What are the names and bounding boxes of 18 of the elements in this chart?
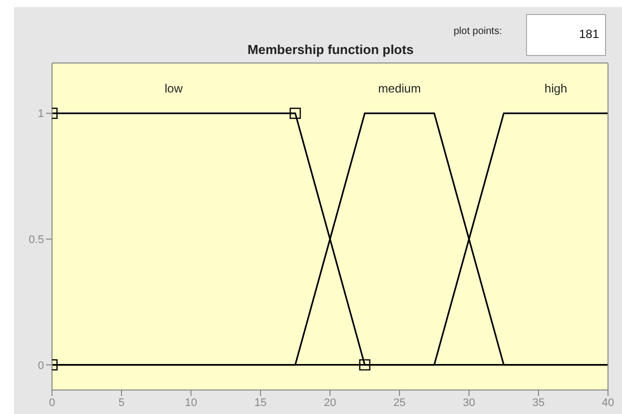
x-tick-label: 30 <box>462 396 476 409</box>
chart-title: Membership function plots <box>246 42 415 57</box>
series-label: high <box>544 81 568 96</box>
x-tick-label: 10 <box>184 396 198 409</box>
y-tick-label: 1 <box>38 108 44 120</box>
x-tick-label: 40 <box>602 396 614 409</box>
x-tick-label: 15 <box>254 396 267 409</box>
text-field: 181 <box>526 14 606 56</box>
x-tick-label: 20 <box>324 396 336 409</box>
series-label: low <box>164 81 183 96</box>
y-tick-label: 0 <box>38 360 44 372</box>
series-label: medium <box>378 81 421 96</box>
x-tick-label: 35 <box>532 396 545 409</box>
y-tick-label: 0.5 <box>28 234 44 246</box>
x-tick-label: 0 <box>48 396 56 409</box>
x-tick-label: 5 <box>118 396 125 409</box>
x-tick-label: 25 <box>393 396 406 409</box>
text: plot points: <box>454 26 502 37</box>
